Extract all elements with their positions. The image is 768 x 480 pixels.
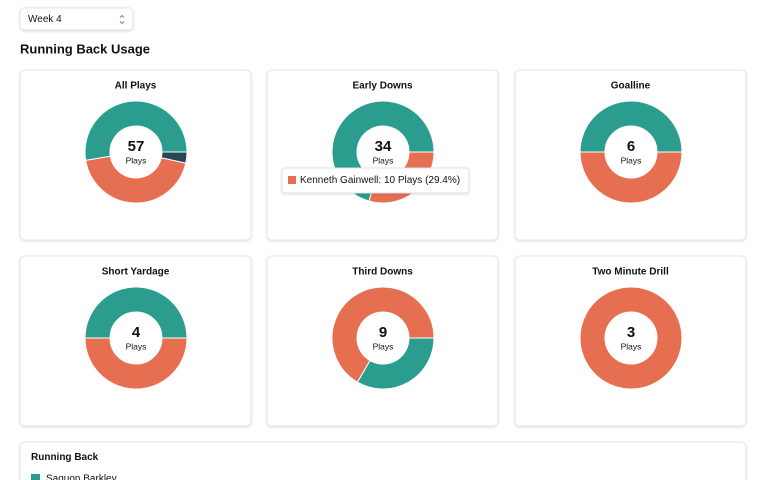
donut-slice — [579, 286, 683, 390]
donut-slice — [85, 155, 187, 204]
donut-slice — [160, 151, 188, 164]
donut-total: 57 — [128, 138, 145, 155]
legend-swatch — [31, 474, 40, 480]
chart-card — [514, 69, 747, 241]
legend-title: Running Back — [31, 452, 99, 463]
donut-slice — [331, 286, 435, 383]
chart-title: Short Yardage — [102, 267, 170, 278]
select-chevron — [119, 14, 125, 25]
tooltip: Kenneth Gainwell: 10 Plays (29.4%) — [281, 167, 470, 194]
donut-center-label: Plays — [373, 341, 394, 351]
week-select-value: Week 4 — [28, 14, 62, 25]
donut-total: 34 — [375, 138, 392, 155]
donut-slice — [84, 286, 188, 339]
donut-total: 4 — [132, 324, 141, 341]
donut-center-label: Plays — [621, 155, 642, 165]
donut-center-label: Plays — [126, 341, 147, 351]
donut-total: 9 — [379, 324, 387, 341]
chart-card — [266, 255, 499, 427]
chart-title: Third Downs — [352, 267, 413, 278]
legend-card — [19, 441, 747, 480]
donut-center-label: Plays — [621, 341, 642, 351]
donut-slice — [84, 100, 188, 161]
chart-title: Early Downs — [352, 81, 412, 92]
chart-card — [19, 255, 252, 427]
chart-card — [19, 69, 252, 241]
donut-slice — [579, 100, 683, 153]
donut-slice — [356, 337, 435, 390]
chart-title: Two Minute Drill — [592, 267, 669, 278]
tooltip-box — [281, 167, 470, 194]
legend: Saquon Barkley — [31, 474, 117, 480]
chart-title: Goalline — [611, 81, 651, 92]
donut-total: 3 — [627, 324, 635, 341]
week-select[interactable] — [19, 7, 134, 31]
tooltip-text: Kenneth Gainwell: 10 Plays (29.4%) — [300, 175, 460, 186]
chart-title: All Plays — [115, 81, 157, 92]
chart-card — [266, 69, 499, 241]
donut-center-label: Plays — [373, 155, 394, 165]
legend-item: Saquon Barkley — [46, 474, 117, 480]
donut-total: 6 — [627, 138, 635, 155]
section-heading: Running Back Usage — [20, 41, 150, 56]
donut-slice — [579, 151, 683, 204]
donut-center-label: Plays — [126, 155, 147, 165]
tooltip-swatch — [288, 176, 296, 184]
chart-card — [514, 255, 747, 427]
donut-slice — [84, 337, 188, 390]
